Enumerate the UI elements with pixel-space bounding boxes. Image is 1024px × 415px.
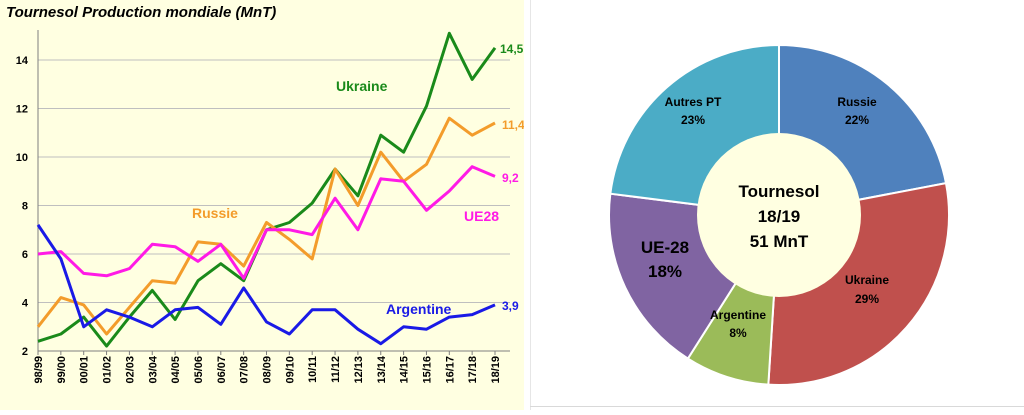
slice-pct-autres: 23% xyxy=(681,113,705,127)
donut-chart: Tournesol 18/19 51 MnT Russie 22% Ukrain… xyxy=(607,43,950,386)
x-tick-label: 08/09 xyxy=(262,356,274,384)
x-tick-labels: 98/99 99/00 00/01 01/02 02/03 03/04 04/05 05/06… xyxy=(33,351,502,384)
series-label-russie: Russie xyxy=(192,205,238,221)
series-label-ukraine: Ukraine xyxy=(336,78,388,94)
series-label-argentine: Argentine xyxy=(386,301,452,317)
x-tick-label: 01/02 xyxy=(102,356,114,384)
series-label-ue28: UE28 xyxy=(464,208,499,224)
line-chart: Tournesol Production mondiale (MnT) 2 4 6 8… xyxy=(6,4,525,384)
slice-pct-ukraine: 29% xyxy=(855,292,879,306)
x-tick-label: 02/03 xyxy=(124,356,136,384)
series-line-ukraine xyxy=(37,31,497,348)
y-tick-labels: 2 4 6 8 10 12 14 xyxy=(16,55,29,358)
slice-pct-argentine: 8% xyxy=(729,326,747,340)
y-tick-label: 12 xyxy=(16,104,28,116)
series-line-argentine xyxy=(36,224,496,346)
y-tick-label: 4 xyxy=(22,298,29,310)
x-tick-label: 10/11 xyxy=(307,356,319,383)
x-tick-label: 03/04 xyxy=(147,355,159,383)
x-tick-label: 06/07 xyxy=(216,356,228,384)
series-lines xyxy=(36,31,497,348)
end-label-russie: 11,4 xyxy=(502,118,524,132)
slice-label-autres: Autres PT xyxy=(665,95,722,109)
x-tick-label: 09/10 xyxy=(284,356,296,384)
x-tick-label: 11/12 xyxy=(330,356,342,383)
donut-center-text: Tournesol 18/19 51 MnT xyxy=(739,182,820,251)
y-tick-label: 8 xyxy=(22,201,28,213)
slice-labels: Russie 22% Ukraine 29% Argentine 8% UE-2… xyxy=(641,95,889,340)
series-line-ue28 xyxy=(37,165,496,280)
x-tick-label: 04/05 xyxy=(170,356,182,384)
y-tick-label: 6 xyxy=(22,249,28,261)
line-chart-title: Tournesol Production mondiale (MnT) xyxy=(6,4,276,21)
donut-chart-panel: Tournesol 18/19 51 MnT Russie 22% Ukrain… xyxy=(530,0,1024,410)
series-name-labels: Ukraine Russie UE28 Argentine xyxy=(192,78,499,317)
center-line-1: Tournesol xyxy=(739,182,820,201)
axes xyxy=(37,30,510,352)
slice-label-russie: Russie xyxy=(837,95,877,109)
slice-label-ukraine: Ukraine xyxy=(845,273,889,287)
x-tick-label: 98/99 xyxy=(33,356,45,384)
x-tick-label: 05/06 xyxy=(193,356,205,384)
y-tick-label: 10 xyxy=(16,152,28,164)
x-tick-label: 00/01 xyxy=(79,356,91,384)
end-label-ukraine: 14,5 xyxy=(500,42,524,56)
slice-pct-russie: 22% xyxy=(845,113,869,127)
y-tick-label: 2 xyxy=(22,346,28,358)
end-value-labels: 14,5 11,4 9,2 3,9 xyxy=(500,42,525,313)
donut-hole xyxy=(697,133,861,297)
x-tick-label: 99/00 xyxy=(56,356,68,384)
slice-pct-ue28: 18% xyxy=(648,262,682,281)
series-line-russie xyxy=(36,116,496,336)
x-tick-label: 15/16 xyxy=(421,356,433,384)
y-tick-label: 14 xyxy=(16,55,29,67)
panel-bottom-border xyxy=(530,406,1024,407)
gridlines xyxy=(38,59,510,303)
slice-label-argentine: Argentine xyxy=(710,308,766,322)
slice-label-ue28: UE-28 xyxy=(641,238,689,257)
end-label-ue28: 9,2 xyxy=(502,171,519,185)
x-tick-label: 12/13 xyxy=(353,356,365,384)
x-tick-label: 07/08 xyxy=(239,356,251,384)
center-line-3: 51 MnT xyxy=(750,232,809,251)
x-tick-label: 16/17 xyxy=(444,356,456,384)
x-tick-label: 13/14 xyxy=(376,355,388,383)
x-tick-label: 14/15 xyxy=(399,356,411,384)
end-label-argentine: 3,9 xyxy=(502,299,519,313)
line-chart-panel: Tournesol Production mondiale (MnT) 2 4 6 8… xyxy=(0,0,525,410)
center-line-2: 18/19 xyxy=(758,207,801,226)
x-tick-label: 18/19 xyxy=(490,356,502,384)
x-tick-label: 17/18 xyxy=(467,356,479,384)
